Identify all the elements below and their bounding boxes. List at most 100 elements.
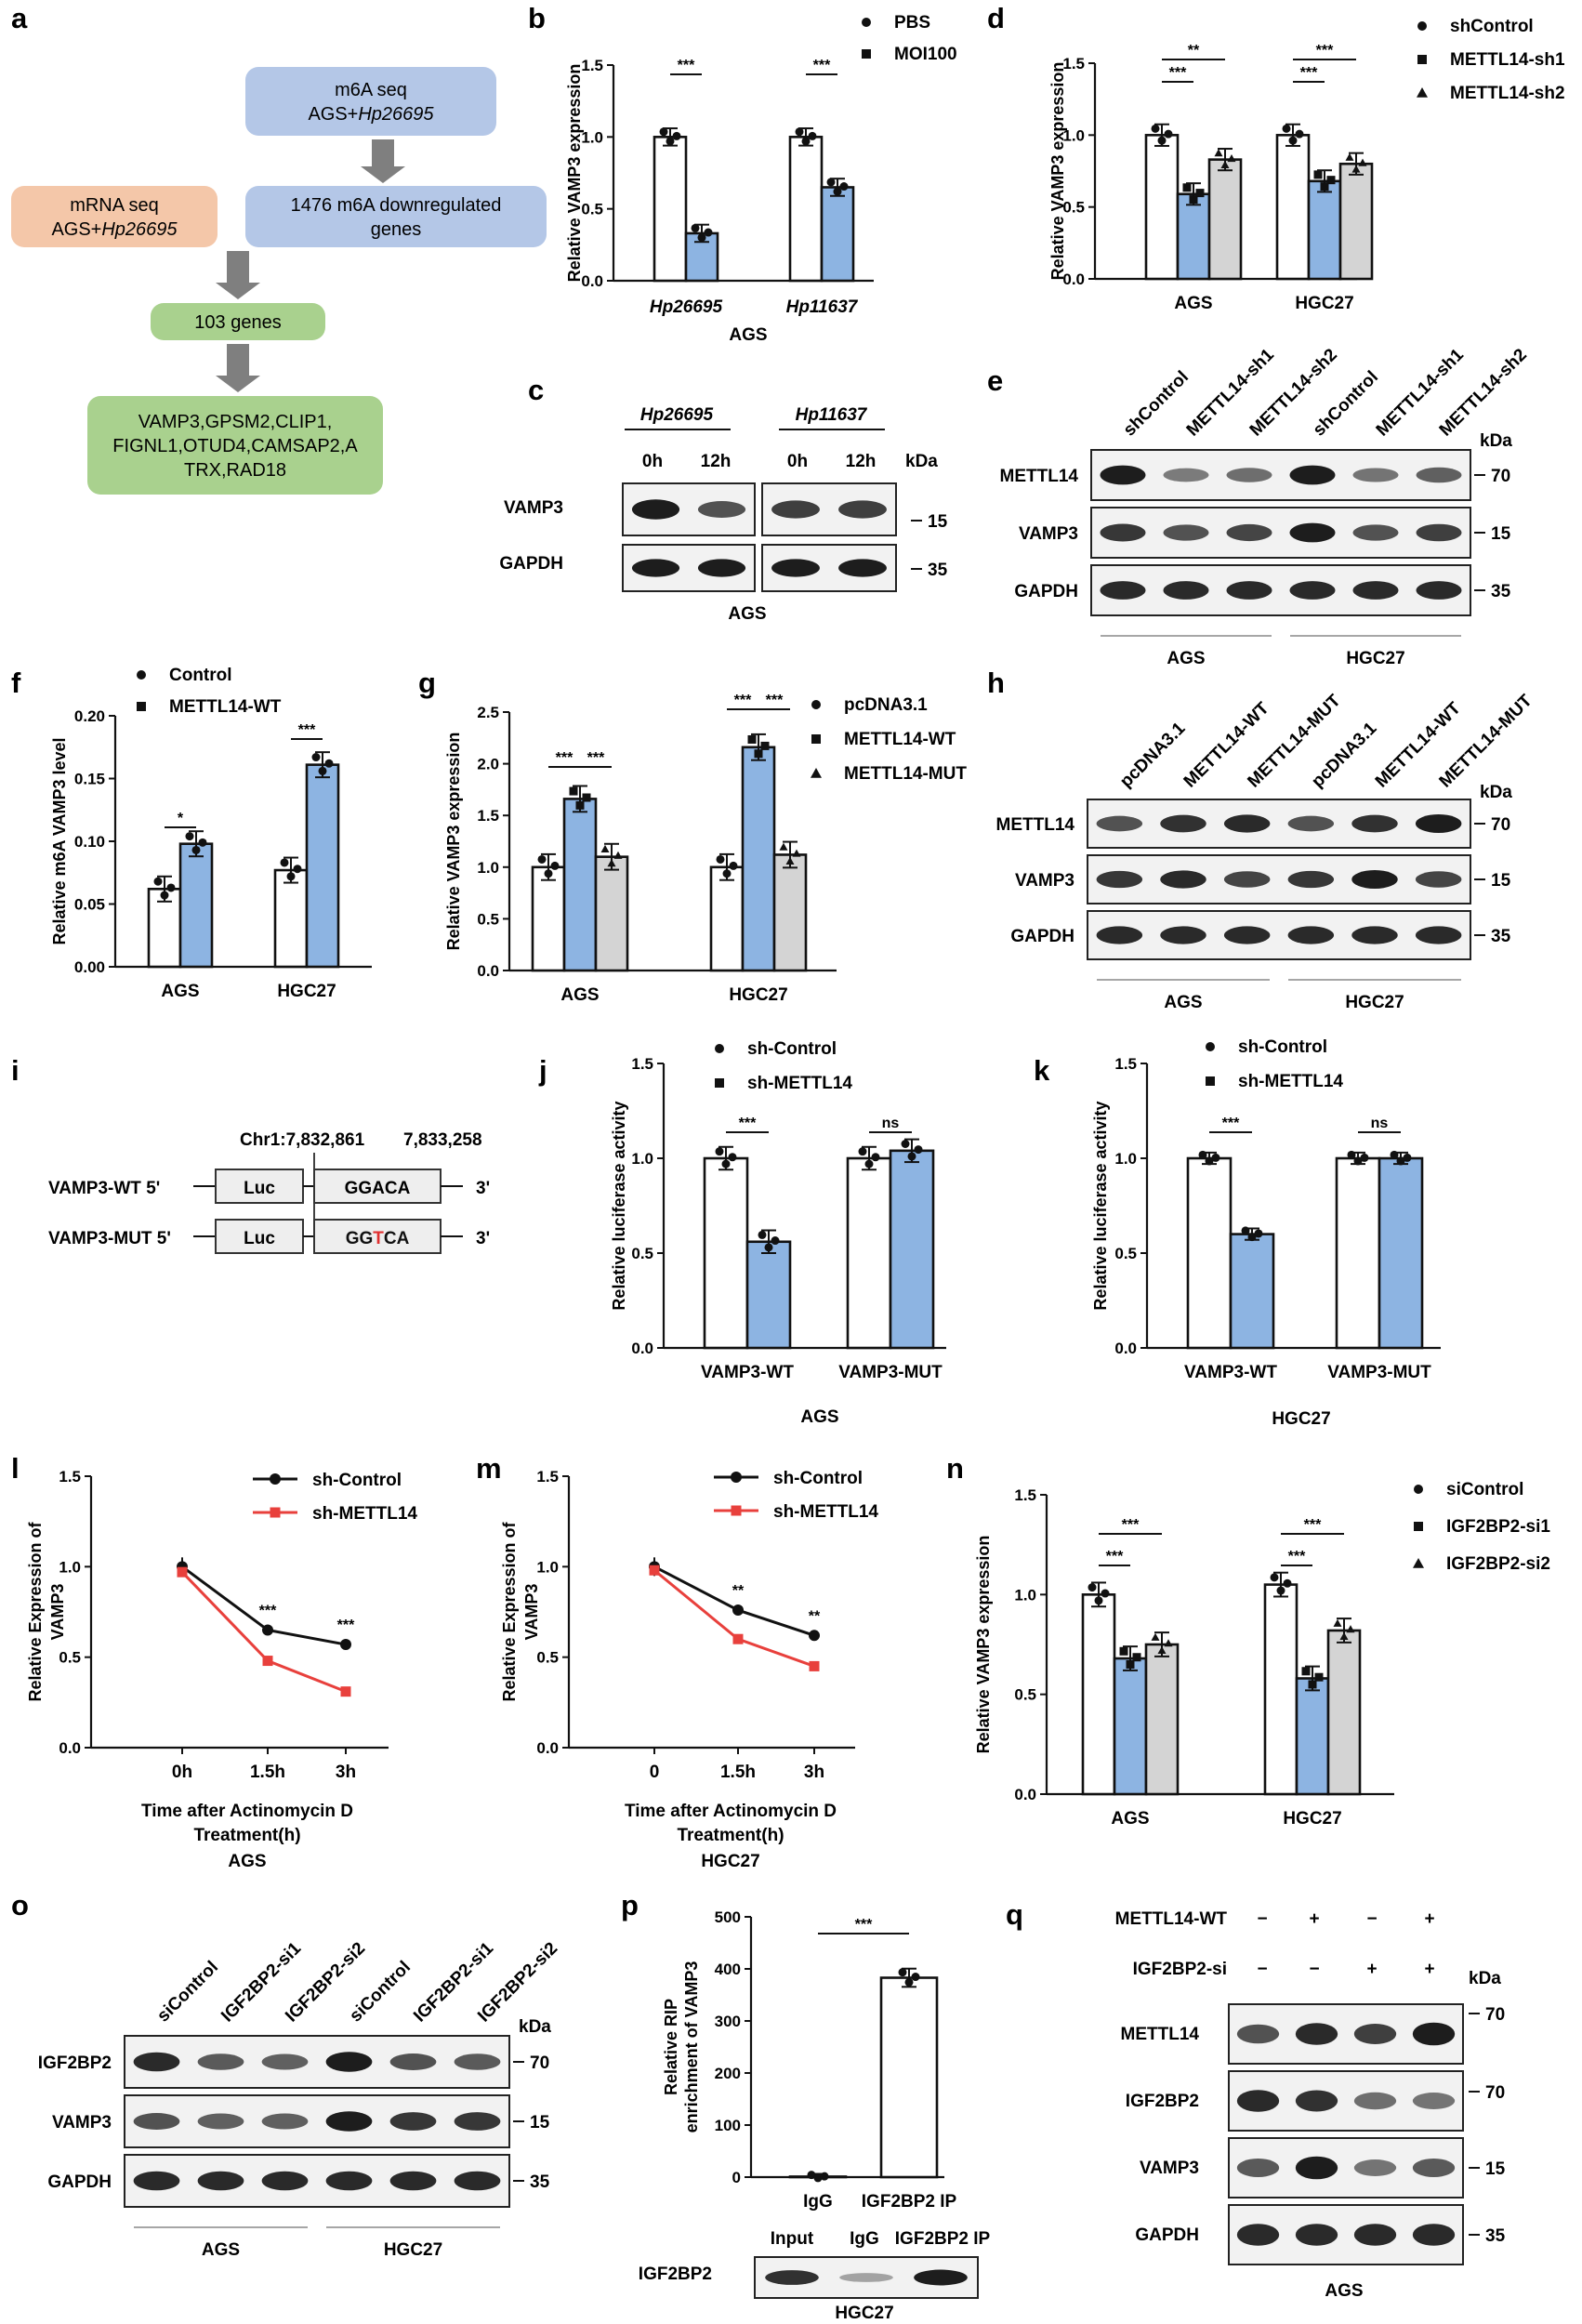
n-data-point	[1151, 1632, 1160, 1641]
e-row-2-band	[1163, 581, 1209, 600]
o-row-0-band	[133, 2052, 180, 2072]
q-row-0-band	[1236, 2024, 1280, 2044]
b-data-point	[808, 131, 817, 140]
g-legend-marker	[811, 734, 821, 744]
m-sig-label: **	[732, 1583, 745, 1599]
f-bar-HGC27-1	[305, 763, 340, 969]
h-cell-label: HGC27	[1345, 993, 1404, 1012]
j-data-point	[901, 1139, 910, 1148]
j-bar-VAMP3-MUT-1	[889, 1149, 935, 1350]
g-y-axis-title: Relative VAMP3 expression	[444, 733, 463, 951]
c-kda-35: 35	[928, 561, 948, 580]
e-row-0-band	[1226, 468, 1272, 482]
n-data-point	[1314, 1672, 1324, 1682]
h-row-1-band	[1223, 871, 1271, 888]
l-y-axis-title: Relative Expression of	[26, 1521, 45, 1701]
l-y-tick-label: 1.5	[59, 1468, 81, 1486]
h-row-label: VAMP3	[1015, 871, 1074, 891]
construct-3prime: 3'	[476, 1229, 490, 1248]
n-data-point	[1094, 1596, 1103, 1605]
f-y-axis-title: Relative m6A VAMP3 level	[50, 737, 69, 944]
e-row-2-band	[1289, 581, 1336, 600]
g-legend-label: pcDNA3.1	[844, 695, 928, 715]
f-data-point	[311, 753, 321, 762]
g-legend-marker	[811, 700, 821, 709]
d-data-point	[1358, 158, 1367, 166]
c-time-label: 0h	[642, 452, 663, 471]
g-sig-4-label: ***	[766, 693, 784, 708]
flow-box-downregulated-text: genes	[371, 219, 422, 240]
n-legend-marker	[1414, 1522, 1423, 1531]
o-row-0-frame	[124, 2035, 510, 2089]
q-cond-sign: −	[1257, 1909, 1267, 1929]
e-kda-15: 15	[1491, 524, 1511, 544]
n-data-point	[1308, 1680, 1317, 1689]
g-legend-marker	[811, 768, 822, 778]
h-row-2-band	[1160, 926, 1206, 944]
g-data-point	[785, 856, 795, 865]
e-row-1-frame	[1090, 507, 1471, 559]
h-cell-label: AGS	[1164, 993, 1202, 1012]
panel-label-p: p	[621, 1889, 639, 1921]
flow-arrow-3	[216, 344, 260, 392]
g-bar-HGC27-2	[772, 853, 808, 972]
h-row-1-band	[1160, 870, 1206, 889]
flow-box-mrna-seq	[11, 186, 218, 247]
e-row-0-band	[1289, 465, 1336, 485]
d-data-point	[1282, 124, 1291, 133]
e-row-2-band	[1100, 581, 1146, 600]
panel-label-l: l	[11, 1452, 20, 1485]
c-gapdh-left-band	[631, 559, 680, 577]
l-y-tick-label: 0.5	[59, 1649, 81, 1667]
flow-arrow-2	[216, 251, 260, 299]
b-legend-marker	[862, 18, 871, 27]
m-legend-label: sh-Control	[773, 1469, 863, 1488]
panel-label-d: d	[987, 2, 1005, 34]
k-y-tick-label: 0.5	[1114, 1245, 1137, 1262]
q-row-label: GAPDH	[1135, 2225, 1199, 2245]
q-row-0-band	[1295, 2023, 1338, 2045]
e-row-0-band	[1100, 465, 1146, 485]
j-data-point	[721, 1159, 731, 1169]
m-legend-marker	[731, 1505, 742, 1516]
j-x-tick-label: VAMP3-WT	[701, 1363, 794, 1382]
n-x-tick-label: HGC27	[1283, 1809, 1341, 1829]
m-legend-marker	[731, 1472, 742, 1483]
e-row-0-band	[1352, 468, 1399, 482]
b-data-point	[672, 131, 681, 140]
p-data-point	[813, 2173, 823, 2183]
h-kda-unit: kDa	[1480, 783, 1512, 802]
e-lane-label: shControl	[1120, 367, 1193, 440]
j-y-tick-label: 1.0	[631, 1150, 653, 1168]
q-row-1-band	[1236, 2090, 1280, 2112]
h-row-2-band	[1096, 926, 1143, 944]
q-kda-unit: kDa	[1469, 1969, 1501, 1988]
d-data-point	[1326, 176, 1336, 185]
d-data-point	[1182, 183, 1192, 192]
o-row-1-frame	[124, 2094, 510, 2148]
e-kda-35: 35	[1491, 582, 1511, 601]
d-bar-AGS-0	[1144, 134, 1180, 281]
q-row-2-band	[1236, 2159, 1280, 2177]
d-x-tick-label: AGS	[1174, 294, 1212, 313]
g-data-point	[716, 854, 725, 864]
l-sig-label: ***	[337, 1618, 355, 1633]
construct-coord-start: Chr1:7,832,861	[240, 1130, 365, 1150]
j-data-point	[728, 1153, 737, 1162]
b-x-tick-label: Hp26695	[650, 297, 723, 317]
m-y-tick-label: 1.5	[536, 1468, 559, 1486]
b-data-point	[795, 127, 804, 137]
d-bar-HGC27-0	[1275, 134, 1311, 281]
o-row-1-band	[197, 2113, 244, 2130]
q-cond-sign: +	[1309, 1909, 1319, 1929]
d-legend-label: METTL14-sh2	[1450, 84, 1565, 103]
j-sig-2-label: ns	[882, 1116, 900, 1131]
n-sig-4-label: ***	[1304, 1517, 1322, 1533]
g-data-point	[575, 800, 585, 810]
m-y-tick-label: 0.0	[536, 1739, 559, 1757]
panel-label-b: b	[528, 2, 546, 34]
panel-label-c: c	[528, 374, 544, 406]
n-y-tick-label: 0.5	[1014, 1686, 1036, 1704]
n-data-point	[1132, 1653, 1141, 1662]
